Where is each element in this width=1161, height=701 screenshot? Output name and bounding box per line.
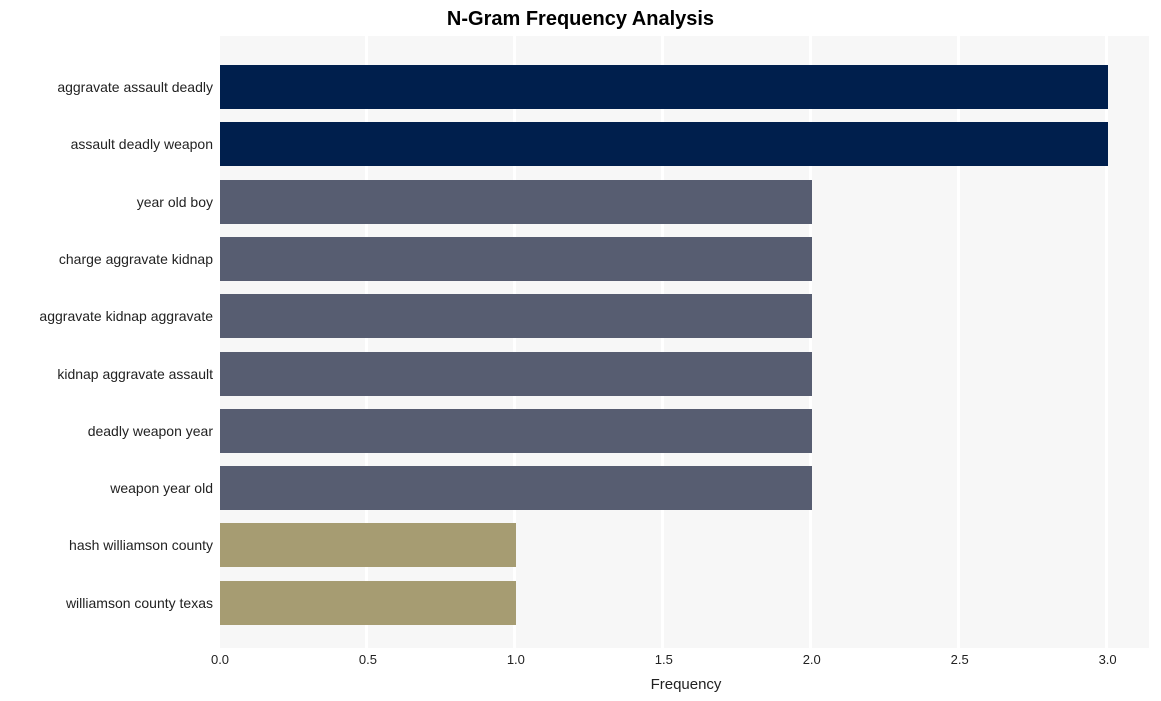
bar [220, 523, 516, 567]
x-axis-title: Frequency [220, 676, 1152, 693]
y-axis-category-label: weapon year old [3, 466, 213, 510]
plot-area [220, 36, 1152, 648]
bar-row [220, 581, 1152, 625]
y-axis-category-label: kidnap aggravate assault [3, 352, 213, 396]
x-axis-tick-label: 2.0 [803, 652, 821, 667]
ngram-frequency-chart: N-Gram Frequency Analysis Frequency aggr… [0, 0, 1161, 701]
bar-row [220, 65, 1152, 109]
bar [220, 180, 812, 224]
y-axis-category-label: aggravate assault deadly [3, 65, 213, 109]
bar-row [220, 294, 1152, 338]
bar-row [220, 180, 1152, 224]
y-axis-category-label: deadly weapon year [3, 409, 213, 453]
x-axis-tick-label: 3.0 [1099, 652, 1117, 667]
x-axis-tick-label: 1.0 [507, 652, 525, 667]
bar [220, 581, 516, 625]
bar-row [220, 352, 1152, 396]
y-axis-category-label: charge aggravate kidnap [3, 237, 213, 281]
bar-row [220, 237, 1152, 281]
bar [220, 352, 812, 396]
chart-title: N-Gram Frequency Analysis [0, 8, 1161, 31]
y-axis-category-label: assault deadly weapon [3, 122, 213, 166]
x-axis-tick-label: 0.0 [211, 652, 229, 667]
bar [220, 409, 812, 453]
bar-row [220, 409, 1152, 453]
x-axis-tick-label: 2.5 [951, 652, 969, 667]
x-axis-tick-label: 0.5 [359, 652, 377, 667]
bar [220, 237, 812, 281]
bar [220, 65, 1108, 109]
bar-row [220, 523, 1152, 567]
y-axis-category-label: aggravate kidnap aggravate [3, 294, 213, 338]
bar [220, 122, 1108, 166]
bar-row [220, 122, 1152, 166]
bar [220, 466, 812, 510]
bar-row [220, 466, 1152, 510]
y-axis-category-label: hash williamson county [3, 523, 213, 567]
x-axis-tick-label: 1.5 [655, 652, 673, 667]
bar [220, 294, 812, 338]
y-axis-category-label: year old boy [3, 180, 213, 224]
y-axis-category-label: williamson county texas [3, 581, 213, 625]
